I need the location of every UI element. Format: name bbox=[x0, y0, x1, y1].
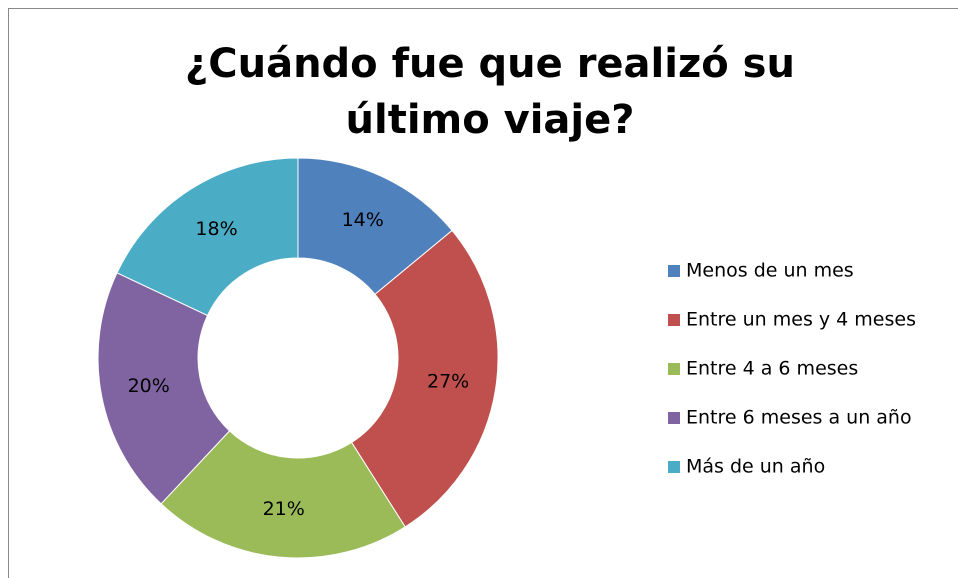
donut-slice bbox=[116, 157, 299, 317]
donut-slice bbox=[160, 430, 406, 559]
chart-frame bbox=[8, 8, 958, 578]
legend-swatch bbox=[668, 363, 680, 375]
donut-slice bbox=[97, 272, 231, 505]
legend-swatch bbox=[668, 265, 680, 277]
legend-swatch bbox=[668, 461, 680, 473]
data-label: 20% bbox=[128, 375, 170, 397]
legend-label: Menos de un mes bbox=[686, 260, 854, 282]
legend-label: Entre un mes y 4 meses bbox=[686, 309, 916, 331]
legend-swatch bbox=[668, 412, 680, 424]
data-label: 14% bbox=[342, 209, 384, 231]
legend-swatch bbox=[668, 314, 680, 326]
data-label: 27% bbox=[427, 370, 469, 392]
chart-title: ¿Cuándo fue que realizó su último viaje? bbox=[185, 41, 795, 143]
donut-slice bbox=[350, 229, 499, 528]
legend-label: Más de un año bbox=[686, 456, 825, 478]
data-label: 21% bbox=[263, 498, 305, 520]
legend-label: Entre 4 a 6 meses bbox=[686, 358, 858, 380]
legend-label: Entre 6 meses a un año bbox=[686, 407, 912, 429]
data-label: 18% bbox=[195, 218, 237, 240]
